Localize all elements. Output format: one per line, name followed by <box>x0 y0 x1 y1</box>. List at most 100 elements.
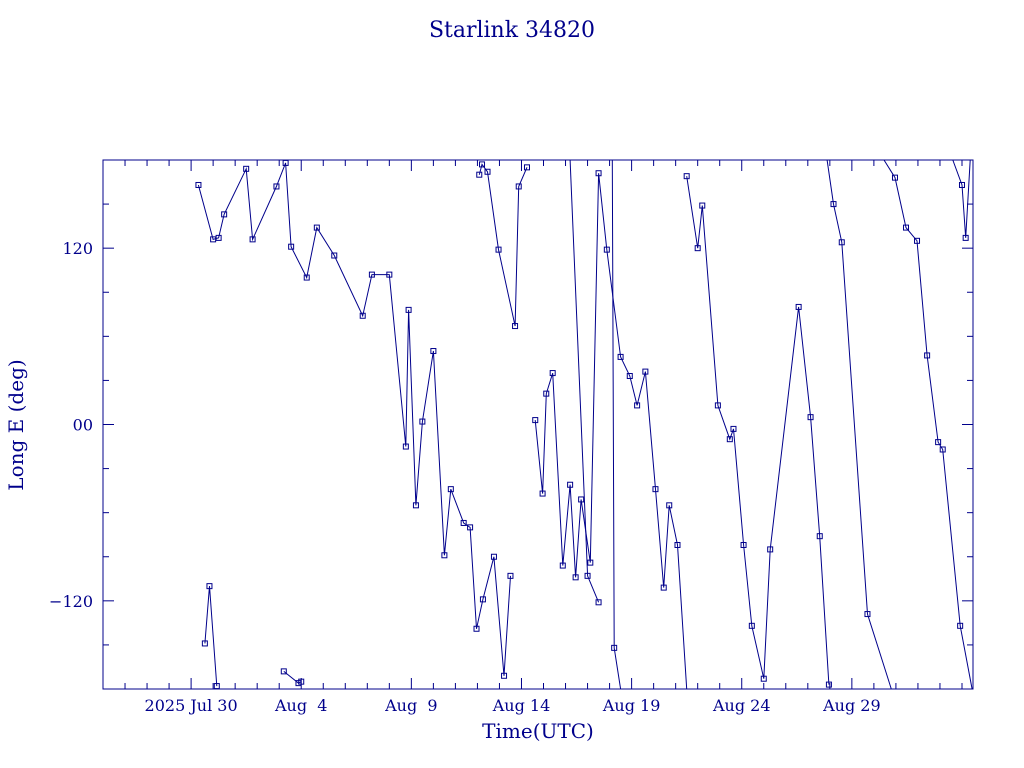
axis-tick-labels: 120 00 −120 2025 Jul 30 Aug 4 Aug 9 Aug 14 Aug … <box>49 239 881 715</box>
data-point <box>830 201 837 208</box>
data-point <box>567 481 574 488</box>
data-point <box>479 596 486 603</box>
data-point <box>221 211 228 218</box>
data-point <box>595 599 602 606</box>
data-point <box>652 486 659 493</box>
series-group <box>195 160 514 679</box>
series-line <box>534 173 688 689</box>
series-line <box>952 160 971 238</box>
series-group <box>280 668 305 687</box>
data-point <box>402 443 409 450</box>
x-tick-label: Aug 24 <box>712 696 771 715</box>
data-point <box>467 524 474 531</box>
data-point <box>982 407 987 412</box>
data-point <box>595 170 602 177</box>
data-point <box>213 683 220 689</box>
data-point <box>939 446 946 453</box>
data-point <box>476 171 483 178</box>
data-point <box>914 237 921 244</box>
data-point <box>660 584 667 591</box>
data-point <box>674 541 681 548</box>
data-point <box>816 533 823 540</box>
series-line <box>883 160 973 689</box>
data-point <box>543 390 550 397</box>
series-group <box>952 160 971 241</box>
y-axis-label: Long E (deg) <box>4 359 28 490</box>
data-point <box>249 236 256 243</box>
data-point <box>957 622 964 629</box>
data-point <box>1005 487 1010 492</box>
data-point <box>891 174 898 181</box>
data-point <box>195 181 202 188</box>
series-line <box>977 160 1007 410</box>
data-point <box>838 239 845 246</box>
data-point <box>473 625 480 632</box>
data-point <box>962 234 969 241</box>
series-group <box>569 160 602 606</box>
data-point <box>532 417 539 424</box>
data-point <box>730 425 737 432</box>
axis-ticks <box>103 160 973 689</box>
data-point <box>903 224 910 231</box>
data-point <box>1012 532 1017 537</box>
data-point <box>740 541 747 548</box>
y-tick-label: 120 <box>62 239 93 258</box>
data-point <box>584 572 591 579</box>
data-point <box>441 552 448 559</box>
x-tick-label: Aug 9 <box>384 696 437 715</box>
data-point <box>760 675 767 682</box>
data-point <box>726 436 733 443</box>
data-point <box>484 168 491 175</box>
data-point <box>714 402 721 409</box>
data-point <box>559 562 566 569</box>
data-point <box>683 173 690 180</box>
series-group <box>532 170 688 689</box>
data-point <box>995 296 1000 301</box>
series-line <box>611 160 622 689</box>
data-point <box>479 161 486 168</box>
data-point <box>243 165 250 172</box>
series-group <box>611 160 622 689</box>
data-point <box>331 252 338 259</box>
data-point <box>642 368 649 375</box>
data-point <box>515 183 522 190</box>
data-point <box>201 640 208 647</box>
series-line <box>204 586 218 687</box>
data-point <box>617 353 624 360</box>
data-point <box>405 306 412 313</box>
series-group <box>977 160 1007 412</box>
series-group <box>883 160 973 689</box>
data-point <box>578 496 585 503</box>
series-group <box>1005 487 1016 689</box>
data-point <box>864 611 871 618</box>
x-tick-label: Aug 29 <box>822 696 881 715</box>
series-group <box>476 161 530 330</box>
data-point <box>539 490 546 497</box>
data-point <box>206 583 213 590</box>
data-point <box>280 668 287 675</box>
data-point <box>611 644 618 651</box>
data-point <box>501 672 508 679</box>
data-point <box>666 502 673 509</box>
x-tick-label: Aug 14 <box>492 696 551 715</box>
data-point <box>447 486 454 493</box>
data-point <box>288 243 295 250</box>
series-group <box>683 173 832 688</box>
data-point <box>699 202 706 209</box>
data-point <box>935 439 942 446</box>
data-point <box>495 246 502 253</box>
data-point <box>282 160 289 166</box>
y-tick-label: −120 <box>49 592 93 611</box>
x-axis-label: Time(UTC) <box>482 719 594 743</box>
data-point <box>430 348 437 355</box>
data-point <box>507 572 514 579</box>
data-point <box>210 236 217 243</box>
data-point <box>549 370 556 377</box>
data-point <box>795 303 802 310</box>
series-line <box>1006 489 1014 689</box>
series-line <box>478 163 528 327</box>
data-point <box>587 559 594 566</box>
data-point <box>386 271 393 278</box>
data-point <box>215 234 222 241</box>
data-point <box>572 574 579 581</box>
